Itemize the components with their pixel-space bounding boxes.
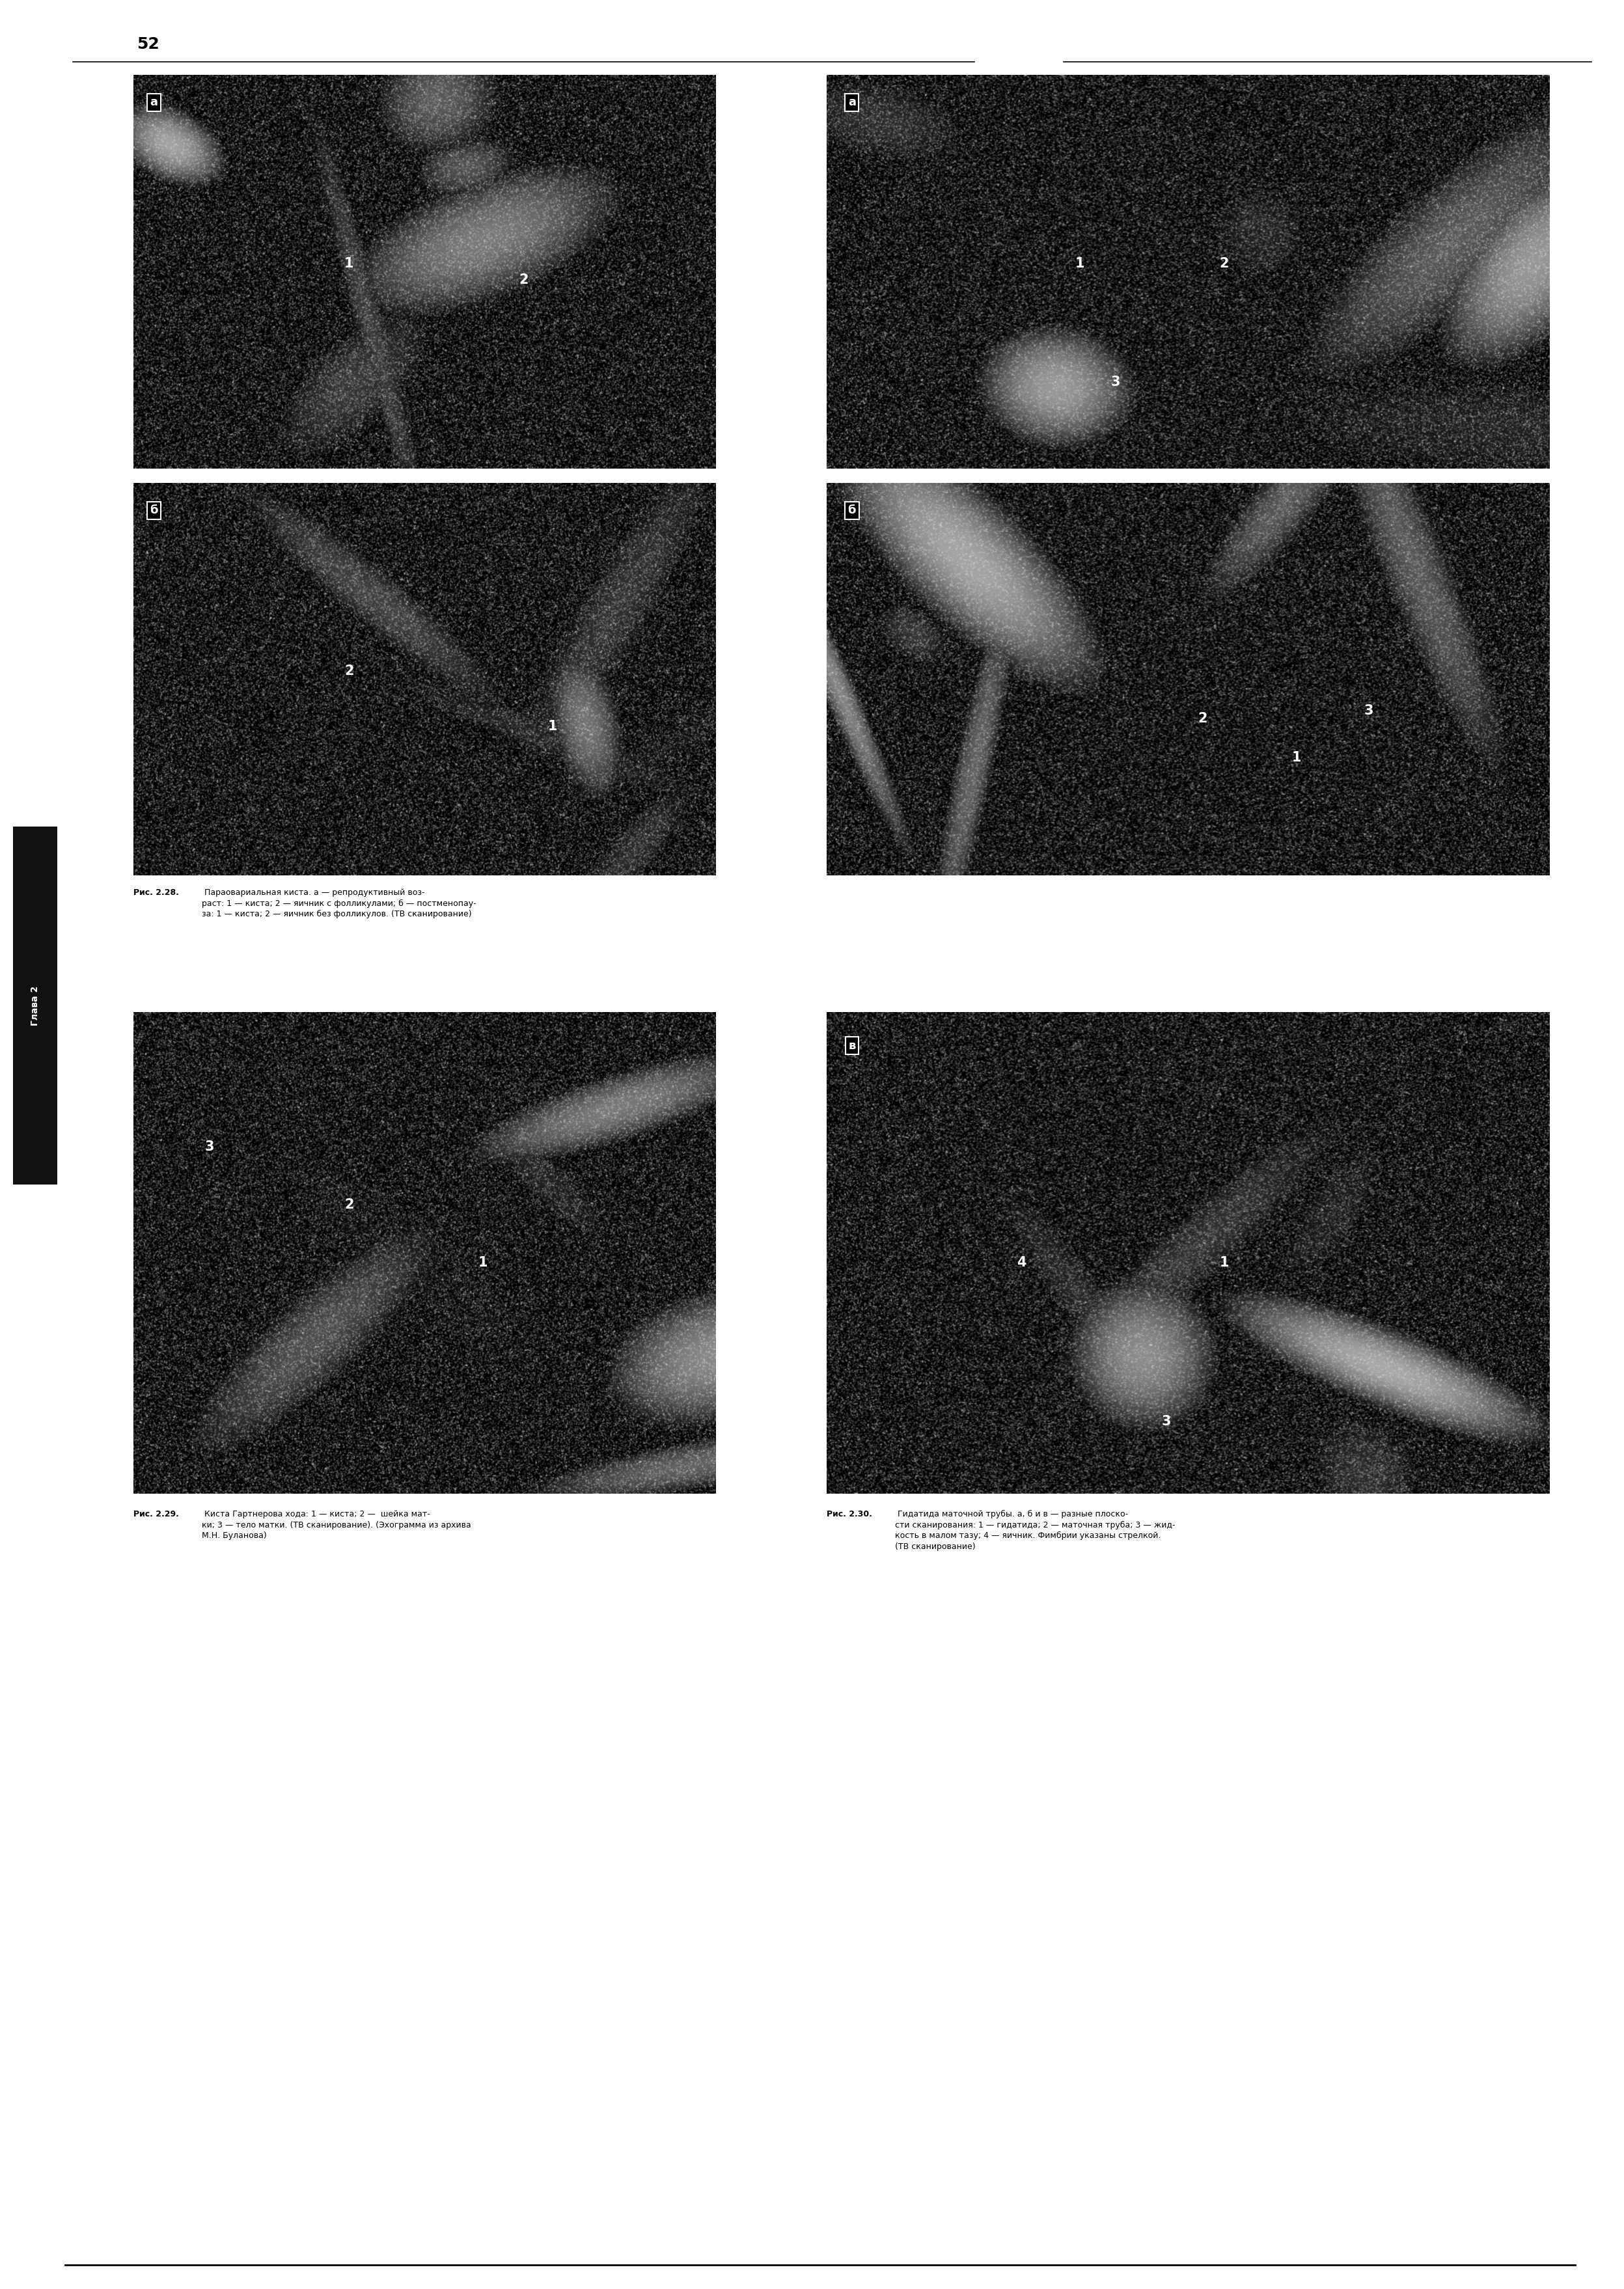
Text: 1: 1 — [549, 719, 557, 732]
Text: 1: 1 — [477, 1257, 487, 1268]
Text: 2: 2 — [344, 664, 354, 678]
Text: Гидатида маточной трубы. а, б и в — разные плоско-
сти сканирования: 1 — гидатид: Гидатида маточной трубы. а, б и в — разн… — [895, 1511, 1176, 1552]
Text: 4: 4 — [1017, 1257, 1026, 1268]
Text: в: в — [848, 1039, 856, 1051]
Text: Рис. 2.30.: Рис. 2.30. — [827, 1511, 872, 1518]
Text: Рис. 2.28.: Рис. 2.28. — [133, 888, 179, 897]
Text: 3: 3 — [1364, 705, 1374, 716]
Text: 3: 3 — [1161, 1415, 1171, 1428]
Text: 1: 1 — [1075, 256, 1085, 270]
Text: 2: 2 — [520, 272, 528, 286]
Text: Рис. 2.29.: Рис. 2.29. — [133, 1511, 179, 1518]
Text: Параовариальная киста. а — репродуктивный воз-
раст: 1 — киста; 2 — яичник с фол: Параовариальная киста. а — репродуктивны… — [201, 888, 476, 918]
Text: Глава 2: Глава 2 — [31, 987, 39, 1025]
Text: а: а — [149, 96, 158, 108]
Text: б: б — [848, 504, 856, 517]
Text: 1: 1 — [1291, 751, 1301, 765]
Text: 2: 2 — [1197, 712, 1207, 726]
Text: 3: 3 — [205, 1140, 214, 1154]
Text: 3: 3 — [1111, 375, 1121, 389]
Text: 52: 52 — [136, 37, 159, 53]
Text: а: а — [848, 96, 856, 108]
Text: 2: 2 — [1220, 256, 1229, 270]
Text: Киста Гартнерова хода: 1 — киста; 2 —  шейка мат-
ки; 3 — тело матки. (ТВ сканир: Киста Гартнерова хода: 1 — киста; 2 — ше… — [201, 1511, 471, 1540]
Bar — [13, 826, 57, 1183]
Text: 1: 1 — [1220, 1257, 1229, 1268]
Text: 1: 1 — [344, 256, 354, 270]
Text: 2: 2 — [344, 1197, 354, 1211]
Text: б: б — [149, 504, 158, 517]
